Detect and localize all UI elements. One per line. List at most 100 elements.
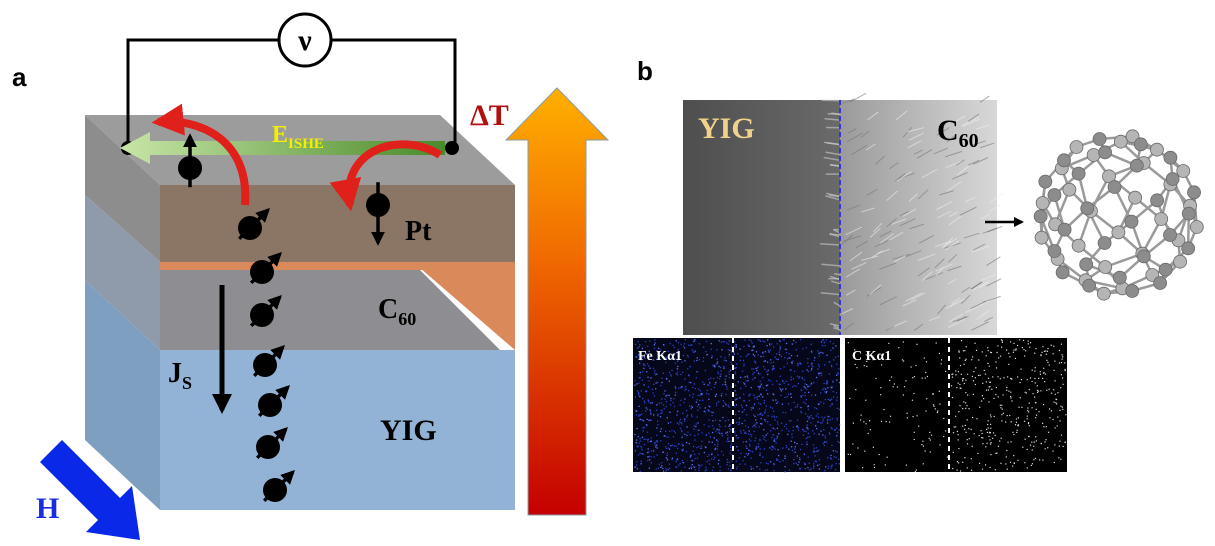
speckle <box>836 375 837 376</box>
speckle <box>725 426 726 427</box>
speckle <box>817 421 818 422</box>
speckle <box>793 402 794 403</box>
speckle <box>833 450 834 451</box>
speckle <box>782 460 783 461</box>
speckle <box>773 470 774 471</box>
speckle <box>1029 425 1030 426</box>
speckle <box>811 364 812 365</box>
speckle <box>958 350 959 351</box>
speckle <box>824 441 825 442</box>
speckle <box>726 388 727 389</box>
speckle <box>1028 343 1029 344</box>
speckle <box>722 417 723 418</box>
speckle <box>959 384 960 385</box>
speckle <box>728 468 729 469</box>
speckle <box>1043 426 1044 427</box>
speckle <box>771 437 772 438</box>
atom <box>1070 141 1083 154</box>
speckle <box>665 468 666 469</box>
speckle <box>639 346 640 347</box>
atom <box>1063 183 1076 196</box>
speckle <box>986 355 987 356</box>
speckle <box>971 359 972 360</box>
speckle <box>673 345 674 346</box>
speckle <box>720 370 721 371</box>
speckle <box>1000 356 1001 357</box>
speckle <box>759 452 760 453</box>
speckle <box>1034 396 1035 397</box>
speckle <box>883 409 884 410</box>
speckle <box>786 349 787 350</box>
speckle <box>985 464 986 465</box>
speckle <box>1015 358 1016 359</box>
speckle <box>914 439 915 440</box>
speckle <box>771 343 772 344</box>
speckle <box>677 411 678 412</box>
speckle <box>836 463 837 464</box>
speckle <box>1012 466 1013 467</box>
atom <box>1039 175 1052 188</box>
speckle <box>801 444 802 445</box>
speckle <box>879 454 880 455</box>
speckle <box>709 463 710 464</box>
speckle <box>660 410 661 411</box>
speckle <box>837 408 838 409</box>
speckle <box>773 366 774 367</box>
speckle <box>719 340 720 341</box>
speckle <box>683 355 684 356</box>
speckle <box>813 382 814 383</box>
speckle <box>717 358 718 359</box>
speckle <box>750 457 751 458</box>
speckle <box>736 367 737 368</box>
speckle <box>800 449 801 450</box>
speckle <box>939 444 940 445</box>
speckle <box>1007 376 1008 377</box>
speckle <box>981 437 982 438</box>
speckle <box>955 416 956 417</box>
speckle <box>806 438 807 439</box>
speckle <box>752 379 753 380</box>
speckle <box>744 420 745 421</box>
speckle <box>1012 432 1013 433</box>
speckle <box>930 451 931 452</box>
speckle <box>650 441 651 442</box>
speckle <box>758 402 759 403</box>
speckle <box>650 411 651 412</box>
speckle <box>990 454 991 455</box>
speckle <box>893 386 894 387</box>
contact <box>445 141 459 155</box>
speckle <box>760 403 761 404</box>
speckle <box>1003 413 1004 414</box>
speckle <box>648 420 649 421</box>
speckle <box>773 361 774 362</box>
speckle <box>809 469 810 470</box>
speckle <box>967 467 968 468</box>
speckle <box>777 459 778 460</box>
speckle <box>759 426 760 427</box>
speckle <box>816 408 817 409</box>
speckle <box>735 394 736 395</box>
speckle <box>1024 462 1025 463</box>
speckle <box>768 379 769 380</box>
speckle <box>745 386 746 387</box>
speckle <box>1062 377 1063 378</box>
speckle <box>903 360 904 361</box>
speckle <box>1018 417 1019 418</box>
speckle <box>656 374 657 375</box>
speckle <box>654 339 655 340</box>
speckle <box>665 395 666 396</box>
speckle <box>838 429 839 430</box>
speckle <box>651 456 652 457</box>
speckle <box>653 451 654 452</box>
speckle <box>1036 409 1037 410</box>
speckle <box>837 372 838 373</box>
speckle <box>916 344 917 345</box>
speckle <box>1038 378 1039 379</box>
speckle <box>723 366 724 367</box>
speckle <box>739 348 740 349</box>
speckle <box>1016 432 1017 433</box>
speckle <box>686 410 687 411</box>
speckle <box>848 454 849 455</box>
speckle <box>990 414 991 415</box>
speckle <box>958 448 959 449</box>
